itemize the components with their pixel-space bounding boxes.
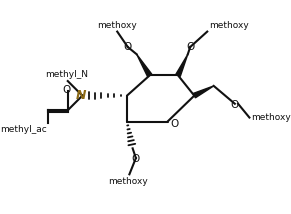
Text: O: O <box>124 42 132 52</box>
Polygon shape <box>193 86 214 98</box>
Text: O: O <box>230 100 238 110</box>
Text: O: O <box>186 42 194 52</box>
Polygon shape <box>176 54 188 76</box>
Text: N: N <box>75 89 86 102</box>
Text: O: O <box>171 119 179 129</box>
Text: methyl_ac: methyl_ac <box>0 125 47 134</box>
Text: methoxy: methoxy <box>209 21 249 30</box>
Text: methyl_N: methyl_N <box>45 70 88 79</box>
Text: O: O <box>131 154 139 164</box>
Text: methoxy: methoxy <box>251 113 291 122</box>
Text: O: O <box>63 85 71 95</box>
Text: methoxy: methoxy <box>108 177 148 186</box>
Polygon shape <box>137 54 152 77</box>
Text: methoxy: methoxy <box>97 21 137 30</box>
